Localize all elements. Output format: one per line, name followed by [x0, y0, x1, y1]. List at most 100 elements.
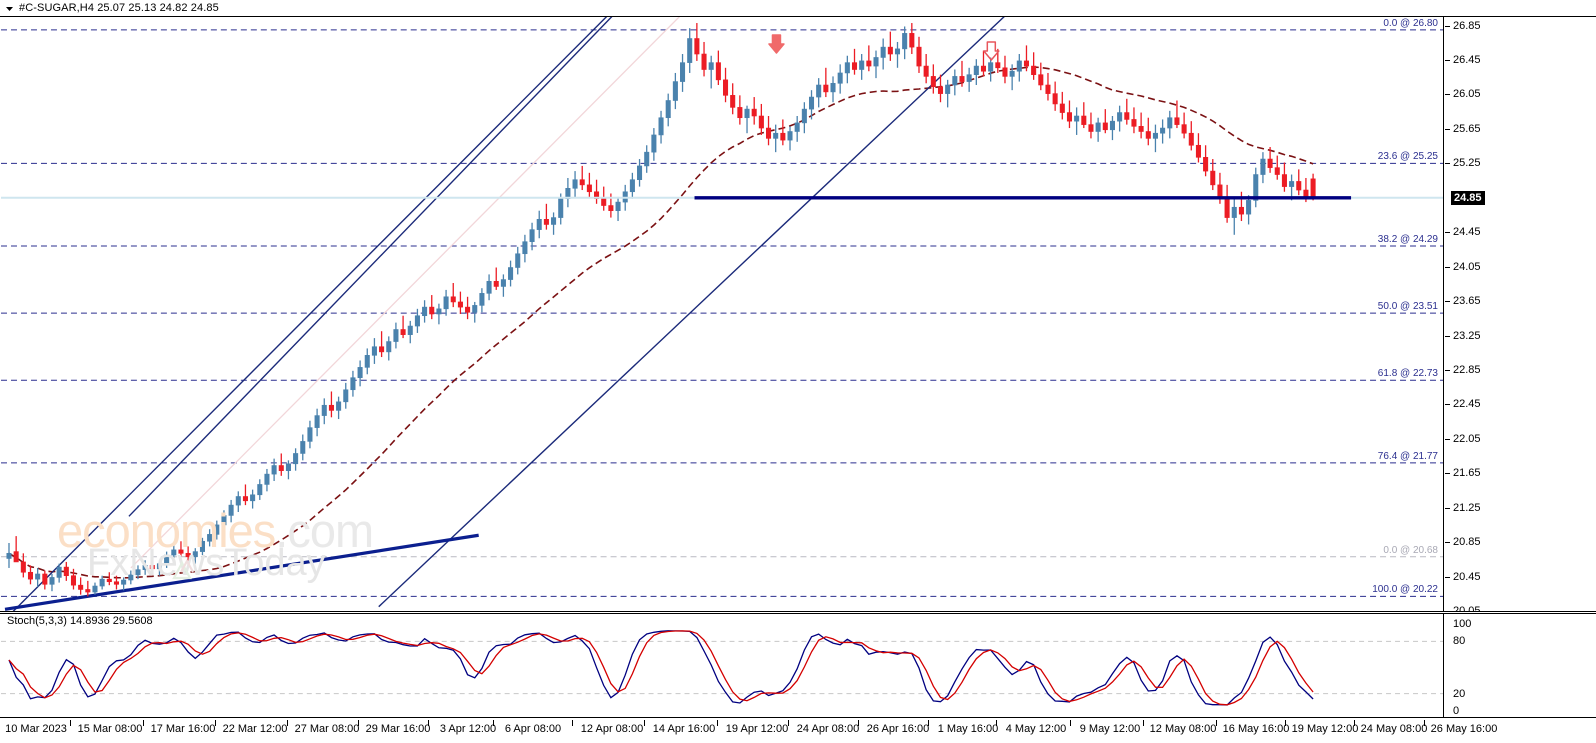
price-tick-mark: [1445, 611, 1450, 612]
time-tick-label: 19 May 12:00: [1291, 723, 1359, 735]
price-tick-label: 24.45: [1453, 226, 1481, 239]
time-tick-mark: [717, 720, 718, 726]
time-tick-mark: [928, 720, 929, 726]
time-tick-mark: [1354, 720, 1355, 726]
watermark-economies: economies.com: [57, 503, 374, 558]
stochastic-scale: 100 80 20 0: [1445, 614, 1596, 717]
time-tick-label: 9 May 12:00: [1079, 723, 1141, 735]
price-tick-label: 24.05: [1453, 260, 1481, 273]
price-tick-mark: [1445, 404, 1450, 405]
time-tick-label: 15 Mar 08:00: [77, 723, 143, 735]
fib-level-label: 0.0 @ 20.68: [1383, 544, 1438, 556]
price-series-svg: [1, 17, 1443, 611]
time-tick-label: 6 Apr 08:00: [504, 723, 562, 735]
fib-level-label: 38.2 @ 24.29: [1377, 233, 1438, 245]
price-tick-mark: [1445, 267, 1450, 268]
price-tick-mark: [1445, 336, 1450, 337]
price-tick-label: 26.85: [1453, 19, 1481, 32]
price-tick-label: 20.05: [1453, 605, 1481, 612]
fib-level-label: 100.0 @ 20.22: [1372, 584, 1438, 596]
time-tick-mark: [1424, 720, 1425, 726]
price-tick-mark: [1445, 577, 1450, 578]
current-price-label: 24.85: [1451, 190, 1485, 205]
fib-level-label: 23.6 @ 25.25: [1377, 151, 1438, 163]
price-tick-mark: [1445, 26, 1450, 27]
time-tick-label: 19 Apr 12:00: [725, 723, 789, 735]
price-tick-label: 21.25: [1453, 501, 1481, 514]
price-tick-mark: [1445, 542, 1450, 543]
price-tick-label: 20.85: [1453, 536, 1481, 549]
price-tick-label: 23.65: [1453, 295, 1481, 308]
fib-level-label: 76.4 @ 21.77: [1377, 450, 1438, 462]
watermark-fxnewstoday: FxNewsToday: [87, 542, 326, 584]
price-scale[interactable]: 26.85 26.45 26.05 25.65 25.25 24.45 24.05 23.65…: [1445, 17, 1596, 611]
time-tick-label: 12 Apr 08:00: [580, 723, 644, 735]
price-tick-label: 26.05: [1453, 88, 1481, 101]
stochastic-series-svg: [1, 630, 1443, 706]
price-tick-mark: [1445, 163, 1450, 164]
price-tick-mark: [1445, 439, 1450, 440]
price-tick-label: 21.65: [1453, 467, 1481, 480]
stochastic-label: Stoch(5,3,3) 14.8936 29.5608: [7, 615, 153, 627]
fib-level-label: 0.0 @ 26.80: [1383, 17, 1438, 29]
price-tick-mark: [1445, 232, 1450, 233]
time-tick-mark: [1070, 720, 1071, 726]
time-tick-mark: [644, 720, 645, 726]
price-tick-label: 25.25: [1453, 157, 1481, 170]
time-tick-mark: [493, 720, 494, 726]
time-tick-mark: [287, 720, 288, 726]
price-tick-mark: [1445, 473, 1450, 474]
stochastic-tick-label: 80: [1453, 635, 1466, 648]
fib-level-label: 50.0 @ 23.51: [1377, 301, 1438, 313]
stochastic-tick-label: 100: [1453, 618, 1472, 630]
time-tick-label: 22 Mar 12:00: [222, 723, 288, 735]
stochastic-frame: Stoch(5,3,3) 14.8936 29.5608 100 80 20 0: [0, 613, 1596, 718]
price-tick-label: 26.45: [1453, 54, 1481, 67]
price-chart-frame: economies.com FxNewsToday 0.0 @ 26.80 23.…: [0, 16, 1596, 612]
time-tick-label: 3 Apr 12:00: [439, 723, 497, 735]
chart-header: #C-SUGAR,H4 25.07 25.13 24.82 24.85: [0, 0, 1596, 16]
time-tick-label: 10 Mar 2023: [5, 723, 67, 735]
time-tick-label: 24 Apr 08:00: [796, 723, 860, 735]
stochastic-tick-label: 20: [1453, 687, 1466, 700]
price-tick-mark: [1445, 129, 1450, 130]
price-tick-mark: [1445, 94, 1450, 95]
price-tick-mark: [1445, 301, 1450, 302]
time-tick-mark: [1216, 720, 1217, 726]
price-tick-label: 22.45: [1453, 398, 1481, 411]
price-tick-label: 25.65: [1453, 122, 1481, 135]
time-tick-label: 27 Mar 08:00: [294, 723, 360, 735]
time-axis[interactable]: 10 Mar 2023 15 Mar 08:00 17 Mar 16:00 22 Ma…: [0, 720, 1596, 743]
time-tick-label: 17 Mar 16:00: [150, 723, 216, 735]
time-tick-mark: [215, 720, 216, 726]
watermark-suffix: .com: [275, 504, 374, 557]
time-tick-mark: [70, 720, 71, 726]
time-tick-mark: [358, 720, 359, 726]
time-tick-label: 1 May 16:00: [937, 723, 999, 735]
time-tick-label: 4 May 12:00: [1005, 723, 1067, 735]
fib-level-label: 61.8 @ 22.73: [1377, 368, 1438, 380]
stochastic-tick-label: 0: [1453, 705, 1460, 717]
price-tick-mark: [1445, 370, 1450, 371]
leaf-logo-icon: [172, 558, 194, 580]
price-tick-label: 22.85: [1453, 363, 1481, 376]
symbol-ohlc-title: #C-SUGAR,H4 25.07 25.13 24.82 24.85: [19, 2, 219, 14]
time-tick-label: 12 May 08:00: [1149, 723, 1217, 735]
time-tick-mark: [1285, 720, 1286, 726]
chevron-down-icon[interactable]: [4, 3, 15, 14]
time-tick-mark: [428, 720, 429, 726]
time-tick-mark: [996, 720, 997, 726]
time-tick-mark: [1143, 720, 1144, 726]
price-tick-label: 23.25: [1453, 329, 1481, 342]
time-tick-label: 26 Apr 16:00: [866, 723, 930, 735]
time-tick-mark: [858, 720, 859, 726]
price-tick-mark: [1445, 60, 1450, 61]
price-plot-area[interactable]: economies.com FxNewsToday 0.0 @ 26.80 23.…: [1, 17, 1444, 611]
time-tick-label: 24 May 08:00: [1360, 723, 1428, 735]
stochastic-plot-area[interactable]: Stoch(5,3,3) 14.8936 29.5608: [1, 614, 1444, 717]
price-tick-mark: [1445, 508, 1450, 509]
price-tick-label: 20.45: [1453, 570, 1481, 583]
time-tick-mark: [143, 720, 144, 726]
time-tick-label: 26 May 16:00: [1430, 723, 1498, 735]
